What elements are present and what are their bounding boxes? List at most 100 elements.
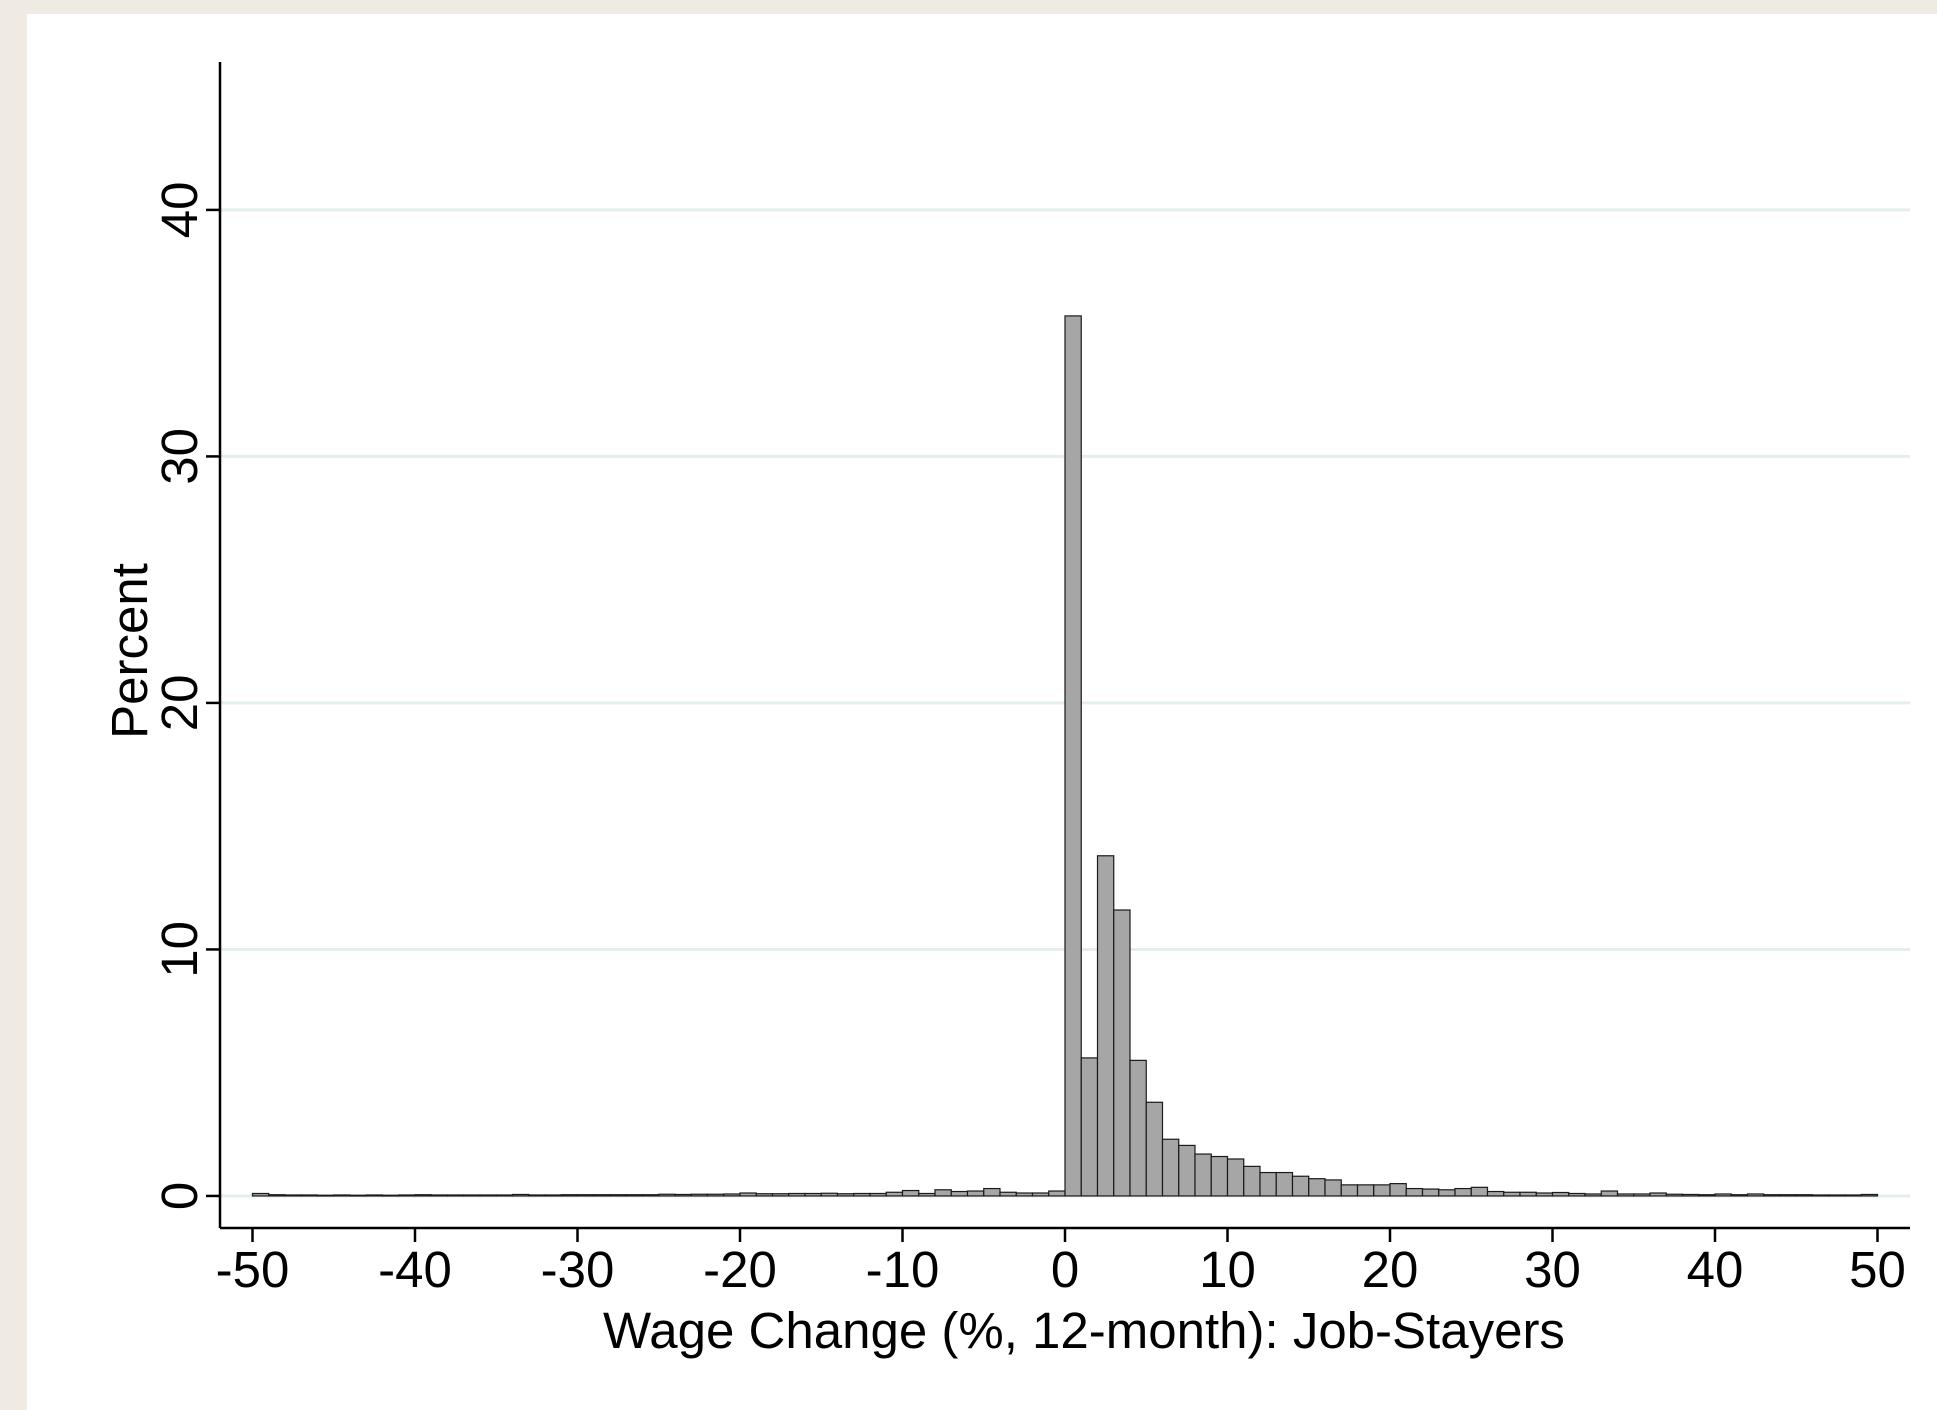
histogram-bar bbox=[690, 1193, 709, 1197]
histogram-bar bbox=[1811, 1194, 1830, 1197]
histogram-bar bbox=[853, 1192, 871, 1197]
histogram-bar bbox=[576, 1194, 595, 1197]
histogram-bar bbox=[1178, 1144, 1196, 1197]
histogram-bar bbox=[1340, 1184, 1359, 1197]
histogram-bar bbox=[1356, 1184, 1375, 1197]
histogram-bar bbox=[1080, 1057, 1099, 1197]
histogram-bar bbox=[983, 1187, 1001, 1197]
x-axis-ticks: -50 -40 -30 -20 -10 0 10 20 30 40 50 bbox=[216, 1228, 1906, 1298]
histogram-bar bbox=[1259, 1171, 1277, 1197]
histogram-bar bbox=[1714, 1193, 1732, 1197]
histogram-bar bbox=[398, 1194, 416, 1197]
histogram-bar bbox=[658, 1193, 676, 1197]
histogram-bar bbox=[463, 1194, 481, 1197]
histogram-bar bbox=[1113, 909, 1131, 1197]
histogram-bar bbox=[544, 1194, 562, 1197]
histogram-bar bbox=[430, 1194, 449, 1197]
histogram-bar bbox=[1535, 1192, 1554, 1197]
histogram-bar bbox=[1226, 1158, 1245, 1197]
histogram-bar bbox=[560, 1194, 579, 1197]
histogram-bar bbox=[1438, 1189, 1456, 1197]
histogram-bar bbox=[641, 1194, 660, 1197]
histogram-bar bbox=[1145, 1101, 1164, 1197]
x-tick-label: 10 bbox=[1199, 1241, 1256, 1298]
y-axis-ticks: 0 10 20 30 40 bbox=[151, 182, 220, 1210]
histogram-bar bbox=[625, 1194, 644, 1197]
histogram-bar bbox=[1210, 1155, 1229, 1197]
histogram-bar bbox=[446, 1194, 465, 1197]
histogram-bar bbox=[381, 1194, 400, 1197]
histogram-bar bbox=[820, 1192, 839, 1197]
chart-canvas: -50 -40 -30 -20 -10 0 10 20 30 40 50 0 10 20 30 40 Wag… bbox=[27, 14, 1937, 1410]
histogram-bar bbox=[1015, 1192, 1034, 1197]
x-tick-label: 30 bbox=[1524, 1241, 1581, 1298]
histogram-bar bbox=[365, 1194, 384, 1197]
histogram-bar bbox=[1308, 1178, 1326, 1197]
histogram-bar bbox=[869, 1192, 887, 1197]
histogram-bar bbox=[1470, 1186, 1489, 1197]
histogram-bar bbox=[1389, 1183, 1407, 1197]
histogram-bar bbox=[836, 1193, 855, 1197]
histogram-bar bbox=[1860, 1193, 1879, 1197]
histogram-bar bbox=[674, 1193, 692, 1197]
x-tick-label: -50 bbox=[216, 1241, 290, 1298]
histogram-bar bbox=[1405, 1187, 1424, 1197]
histogram-bar bbox=[1600, 1190, 1619, 1197]
histogram-bar bbox=[1763, 1194, 1781, 1197]
histogram-bar bbox=[1194, 1153, 1212, 1197]
histogram-bar bbox=[251, 1192, 270, 1197]
histogram-bar bbox=[1161, 1138, 1180, 1197]
histogram-bar bbox=[284, 1194, 302, 1197]
histogram-bar bbox=[1503, 1191, 1521, 1197]
histogram-bar bbox=[1243, 1165, 1261, 1197]
histogram-chart: -50 -40 -30 -20 -10 0 10 20 30 40 50 0 10 20 30 40 Wag… bbox=[101, 62, 1910, 1359]
histogram-bars bbox=[251, 315, 1879, 1197]
histogram-bar bbox=[1584, 1193, 1602, 1197]
histogram-bar bbox=[1698, 1194, 1716, 1197]
histogram-bar bbox=[771, 1193, 790, 1197]
y-tick-label: 40 bbox=[151, 182, 208, 239]
histogram-bar bbox=[1616, 1193, 1635, 1197]
x-tick-label: 50 bbox=[1849, 1241, 1906, 1298]
x-tick-label: 0 bbox=[1051, 1241, 1079, 1298]
x-tick-label: 40 bbox=[1687, 1241, 1744, 1298]
histogram-bar bbox=[1324, 1179, 1342, 1197]
histogram-bar bbox=[723, 1193, 741, 1197]
histogram-bar bbox=[934, 1189, 952, 1197]
histogram-bar bbox=[966, 1190, 985, 1197]
y-tick-label: 30 bbox=[151, 428, 208, 485]
histogram-bar bbox=[300, 1194, 319, 1197]
histogram-bar bbox=[1373, 1184, 1391, 1197]
histogram-bar bbox=[804, 1192, 822, 1197]
x-tick-label: 20 bbox=[1362, 1241, 1419, 1298]
y-axis-title: Percent bbox=[101, 563, 158, 739]
histogram-bar bbox=[1275, 1171, 1294, 1197]
histogram-bar bbox=[1096, 855, 1115, 1197]
histogram-bar bbox=[414, 1194, 432, 1197]
histogram-bar bbox=[1665, 1193, 1684, 1197]
histogram-bar bbox=[511, 1193, 530, 1197]
histogram-bar bbox=[1048, 1190, 1066, 1197]
histogram-bar bbox=[333, 1194, 351, 1197]
histogram-bar bbox=[593, 1194, 611, 1197]
x-tick-label: -10 bbox=[866, 1241, 940, 1298]
histogram-bar bbox=[918, 1192, 936, 1197]
histogram-bar bbox=[349, 1194, 367, 1197]
histogram-bar bbox=[901, 1189, 920, 1197]
histogram-bar bbox=[739, 1192, 757, 1197]
histogram-bar bbox=[1649, 1192, 1667, 1197]
histogram-bar bbox=[316, 1194, 335, 1197]
histogram-bar bbox=[479, 1194, 497, 1197]
histogram-bar bbox=[950, 1190, 969, 1197]
histogram-bar bbox=[788, 1192, 806, 1197]
histogram-bar bbox=[1486, 1190, 1505, 1197]
histogram-bar bbox=[528, 1194, 546, 1197]
histogram-bar bbox=[999, 1191, 1017, 1197]
x-tick-label: -20 bbox=[703, 1241, 777, 1298]
y-tick-label: 0 bbox=[151, 1182, 208, 1210]
histogram-bar bbox=[1064, 315, 1082, 1197]
histogram-bar bbox=[1795, 1194, 1814, 1197]
x-axis-title: Wage Change (%, 12-month): Job-Stayers bbox=[603, 1302, 1565, 1359]
histogram-bar bbox=[885, 1191, 904, 1197]
histogram-bar bbox=[1844, 1194, 1862, 1197]
